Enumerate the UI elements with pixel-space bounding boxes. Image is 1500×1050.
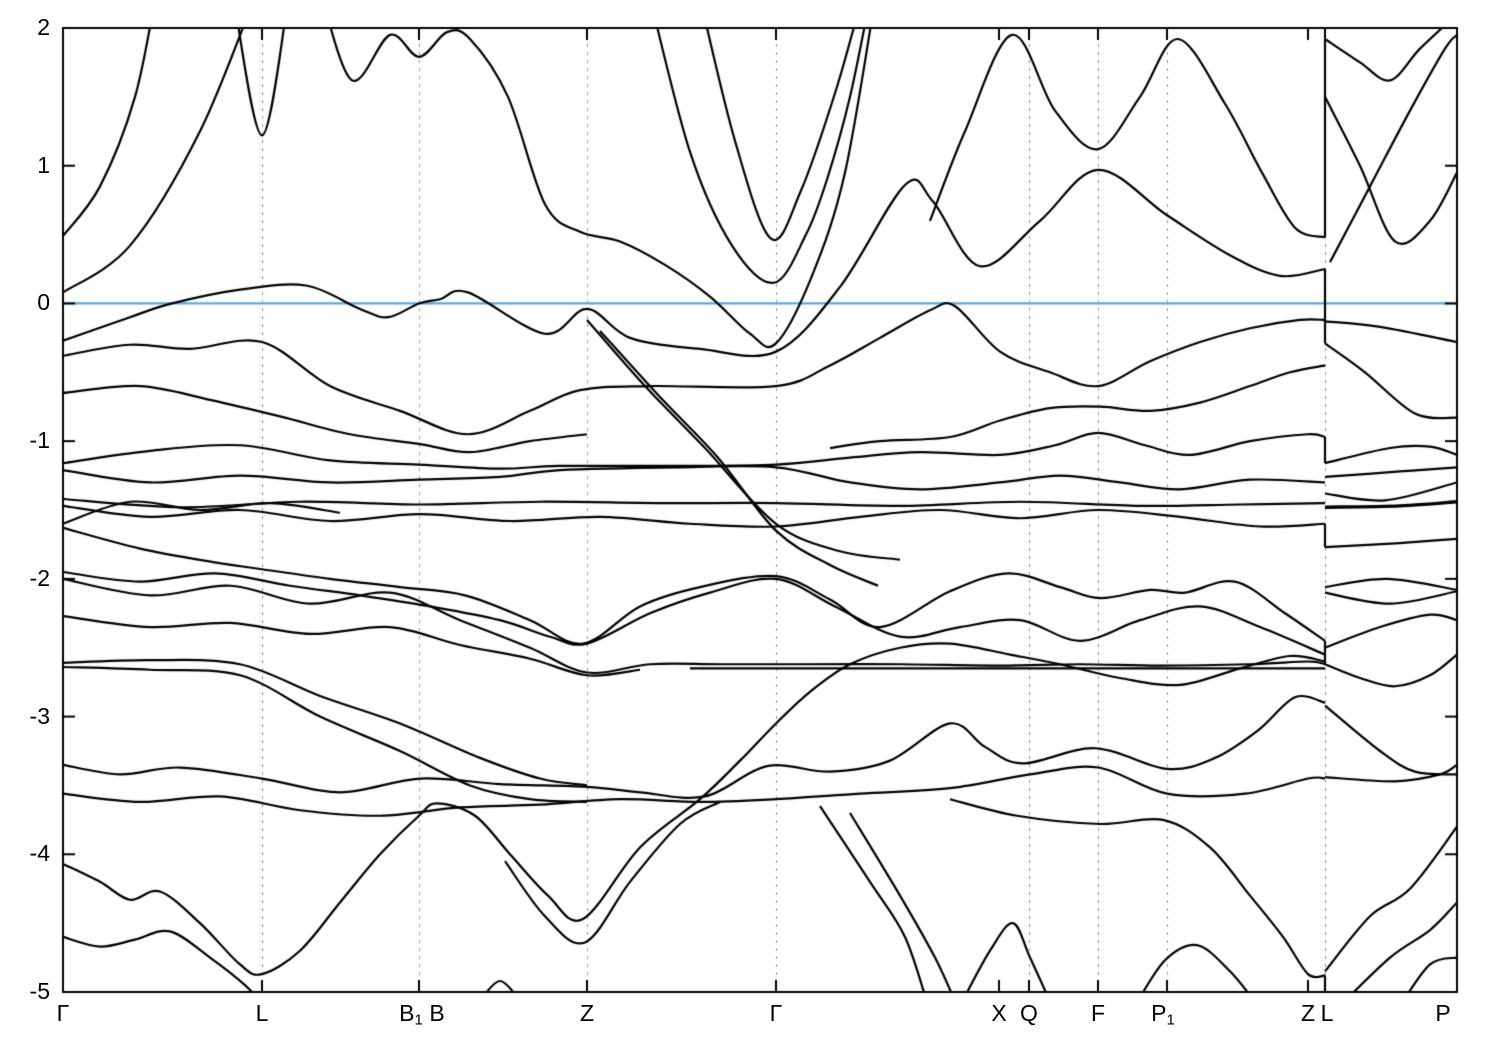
x-axis-label-Q: Q — [1020, 1000, 1038, 1026]
x-axis-label-Z: Z — [579, 1000, 595, 1026]
y-axis-label--3: -3 — [29, 702, 50, 729]
x-axis-label-Z: Z — [1300, 1000, 1316, 1026]
x-axis-label-F: F — [1090, 1000, 1106, 1026]
x-axis-label-L: L — [255, 1000, 269, 1026]
x-axis-label-B1: B1 — [399, 1000, 423, 1029]
y-axis-label-2: 2 — [37, 14, 50, 40]
y-axis-label-0: 0 — [37, 289, 50, 316]
x-axis-label-L: L — [1320, 1000, 1334, 1026]
y-axis-label--5: -5 — [29, 978, 50, 1004]
x-axis-label-P: P — [1435, 1000, 1451, 1026]
x-axis-label-X: X — [991, 1000, 1007, 1026]
y-axis-label--2: -2 — [29, 564, 50, 591]
y-axis-label--4: -4 — [29, 840, 50, 867]
y-axis-label-1: 1 — [37, 151, 50, 178]
x-axis-label-P1: P1 — [1151, 1000, 1175, 1029]
x-axis-label-Γ: Γ — [769, 1000, 783, 1026]
x-axis-label-Γ: Γ — [56, 1000, 70, 1026]
x-axis-label-B: B — [429, 1000, 445, 1026]
y-axis-label--1: -1 — [29, 427, 50, 454]
